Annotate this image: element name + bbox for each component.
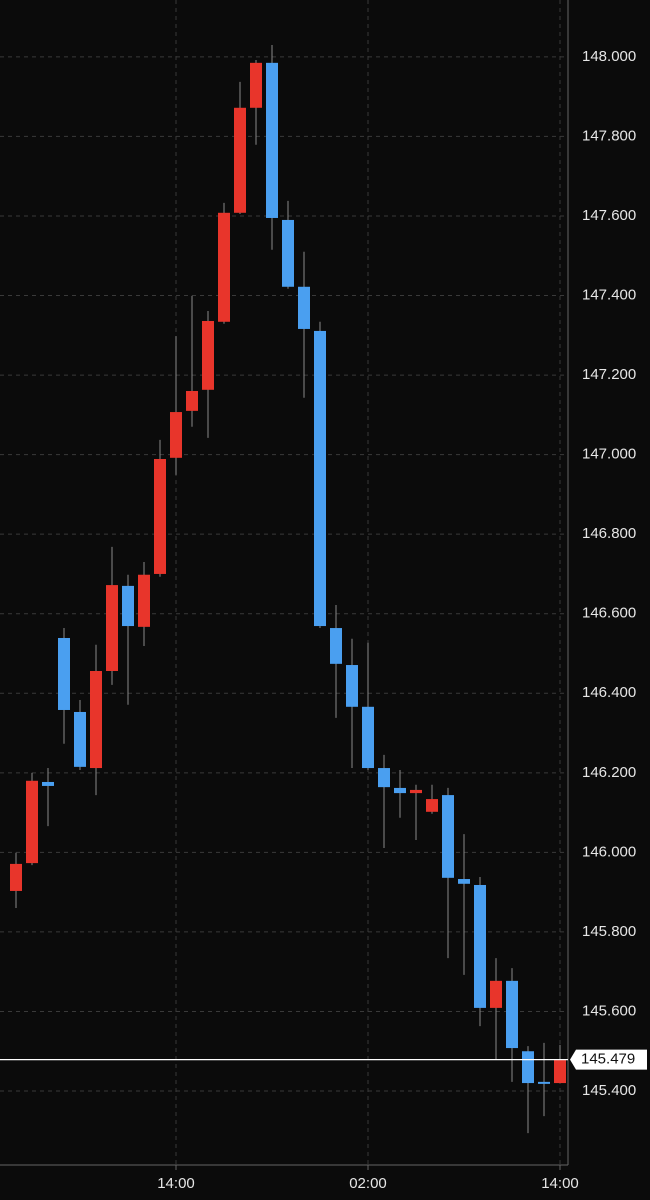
candle-body [426, 799, 438, 812]
y-tick-label: 147.800 [582, 127, 636, 144]
y-tick-label: 146.800 [582, 525, 636, 542]
candle-body [42, 781, 54, 786]
y-tick-label: 146.400 [582, 684, 636, 701]
candle-body [154, 458, 166, 574]
candle-body [362, 706, 374, 769]
candle-body [330, 628, 342, 664]
y-tick-label: 147.000 [582, 446, 636, 463]
candle-body [282, 219, 294, 287]
y-tick-label: 145.600 [582, 1002, 636, 1019]
candle-body [378, 768, 390, 788]
y-tick-label: 145.400 [582, 1082, 636, 1099]
candle-body [106, 585, 118, 671]
x-tick-label: 14:00 [541, 1175, 579, 1192]
y-tick-label: 147.600 [582, 207, 636, 224]
y-tick-label: 146.200 [582, 764, 636, 781]
candle-body [346, 665, 358, 707]
candle-body [170, 412, 182, 458]
candle-body [442, 795, 454, 878]
y-tick-label: 145.800 [582, 923, 636, 940]
candle-body [26, 780, 38, 864]
candle-body [74, 711, 86, 767]
candle-body [250, 62, 262, 108]
candle-body [186, 390, 198, 411]
candle-body [138, 574, 150, 627]
candle-body [538, 1081, 550, 1084]
candle-body [122, 585, 134, 627]
candle-body [266, 62, 278, 218]
candle-body [10, 863, 22, 891]
x-tick-label: 02:00 [349, 1175, 387, 1192]
candle-body [506, 980, 518, 1049]
candle-body [314, 330, 326, 627]
candle-body [218, 212, 230, 322]
candle-body [410, 789, 422, 794]
last-price-label: 145.479 [581, 1051, 635, 1068]
candle-body [298, 286, 310, 329]
y-tick-label: 146.000 [582, 843, 636, 860]
candle-body [394, 787, 406, 794]
candle-body [490, 980, 502, 1008]
candle-body [58, 637, 70, 710]
candle-body [554, 1059, 566, 1084]
candle-body [458, 879, 470, 884]
y-tick-label: 148.000 [582, 48, 636, 65]
y-tick-label: 146.600 [582, 605, 636, 622]
candle-body [234, 107, 246, 213]
candle-body [474, 884, 486, 1008]
x-tick-label: 14:00 [157, 1175, 195, 1192]
candle-body [522, 1051, 534, 1084]
y-tick-label: 147.400 [582, 286, 636, 303]
last-price-tag [570, 1049, 647, 1070]
y-tick-label: 147.200 [582, 366, 636, 383]
candle-body [90, 670, 102, 769]
candle-body [202, 320, 214, 390]
